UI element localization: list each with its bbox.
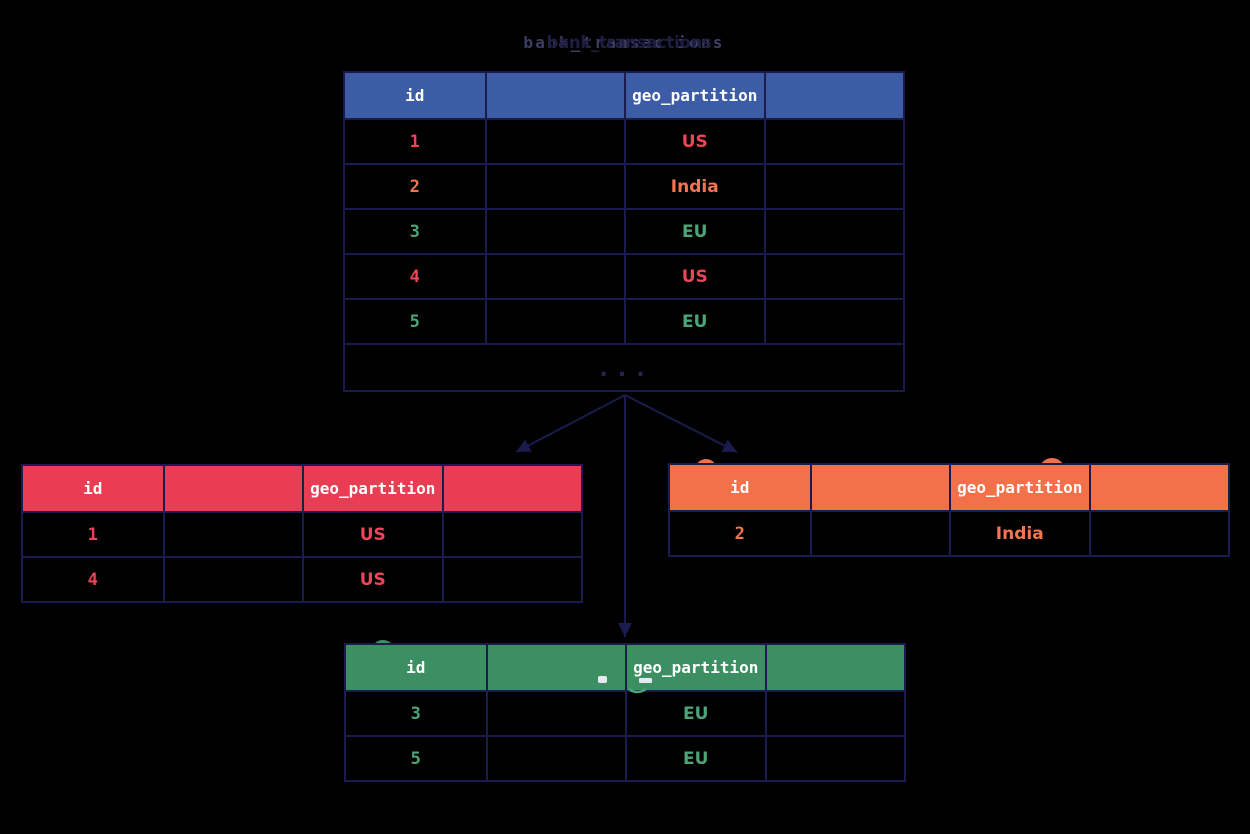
cell-id: 2 xyxy=(734,523,745,544)
empty-cell xyxy=(763,165,904,208)
table-title: bank_transactions bank_transactions xyxy=(343,33,905,61)
cell-geo-partition: EU xyxy=(625,692,765,735)
empty-cell xyxy=(485,737,626,780)
table-title-text: bank_transactions xyxy=(546,33,712,52)
cell-id: 1 xyxy=(409,131,420,152)
column-header-id: id xyxy=(405,86,425,105)
bank-transactions-table: id geo_partition 1 US 2 India 3 EU 4 US xyxy=(343,71,905,392)
empty-cell xyxy=(484,165,625,208)
arrow-to-us-partition xyxy=(515,394,626,453)
table-row-ellipsis: ... xyxy=(345,343,903,390)
table-title-ghost-text: bank_transactions xyxy=(523,33,725,52)
empty-header-cell xyxy=(484,73,625,118)
table-row: 4 US xyxy=(23,556,581,601)
table-row: 3 EU xyxy=(345,208,903,253)
cell-id: 3 xyxy=(410,703,421,724)
column-header-geo-partition: geo_partition xyxy=(949,465,1089,510)
empty-cell xyxy=(763,210,904,253)
cell-id: 2 xyxy=(409,176,420,197)
cell-geo-partition: India xyxy=(949,512,1089,555)
empty-cell xyxy=(763,300,904,343)
table-row: 4 US xyxy=(345,253,903,298)
table-header-row: id geo_partition xyxy=(23,466,581,511)
empty-cell xyxy=(484,120,625,163)
table-header-row: id geo_partition xyxy=(345,73,903,118)
empty-header-cell xyxy=(485,645,626,690)
cell-geo-partition: EU xyxy=(624,210,764,253)
column-header-id: id xyxy=(730,478,750,497)
empty-header-cell xyxy=(763,73,904,118)
cell-geo-partition: EU xyxy=(624,300,764,343)
cell-id: 1 xyxy=(87,524,98,545)
us-partition-table: id geo_partition 1 US 4 US xyxy=(21,464,583,603)
table-row: 1 US xyxy=(23,511,581,556)
column-header-geo-partition: geo_partition xyxy=(625,645,765,690)
cell-geo-partition: US xyxy=(302,513,442,556)
empty-cell xyxy=(484,210,625,253)
empty-header-cell xyxy=(441,466,582,511)
empty-cell xyxy=(162,558,303,601)
india-partition-table: id geo_partition 2 India xyxy=(668,463,1230,557)
empty-cell xyxy=(809,512,950,555)
cell-id: 4 xyxy=(409,266,420,287)
cell-geo-partition: US xyxy=(302,558,442,601)
empty-cell xyxy=(484,255,625,298)
arrow-to-india-partition xyxy=(624,394,738,453)
column-header-id: id xyxy=(406,658,426,677)
cell-id: 3 xyxy=(409,221,420,242)
empty-cell xyxy=(485,692,626,735)
empty-header-cell xyxy=(809,465,950,510)
column-header-geo-partition: geo_partition xyxy=(302,466,442,511)
cell-geo-partition: US xyxy=(624,255,764,298)
table-header-row: id geo_partition xyxy=(670,465,1228,510)
cell-geo-partition: EU xyxy=(625,737,765,780)
empty-cell xyxy=(764,692,905,735)
empty-cell xyxy=(441,558,582,601)
table-row: 1 US xyxy=(345,118,903,163)
table-row: 2 India xyxy=(670,510,1228,555)
cell-id: 5 xyxy=(409,311,420,332)
table-row: 3 EU xyxy=(346,690,904,735)
cell-geo-partition: India xyxy=(624,165,764,208)
empty-header-cell xyxy=(162,466,303,511)
ellipsis-cell: ... xyxy=(596,353,652,382)
cell-id: 5 xyxy=(410,748,421,769)
empty-cell xyxy=(162,513,303,556)
table-row: 2 India xyxy=(345,163,903,208)
empty-header-cell xyxy=(764,645,905,690)
column-header-geo-partition: geo_partition xyxy=(624,73,764,118)
empty-cell xyxy=(764,737,905,780)
empty-cell xyxy=(763,255,904,298)
table-row: 5 EU xyxy=(345,298,903,343)
eu-partition-table: id geo_partition 3 EU 5 EU xyxy=(344,643,906,782)
table-row: 5 EU xyxy=(346,735,904,780)
empty-cell xyxy=(441,513,582,556)
empty-cell xyxy=(484,300,625,343)
empty-cell xyxy=(763,120,904,163)
cell-geo-partition: US xyxy=(624,120,764,163)
column-header-id: id xyxy=(83,479,103,498)
empty-header-cell xyxy=(1088,465,1229,510)
empty-cell xyxy=(1088,512,1229,555)
cell-id: 4 xyxy=(87,569,98,590)
table-header-row: id geo_partition xyxy=(346,645,904,690)
